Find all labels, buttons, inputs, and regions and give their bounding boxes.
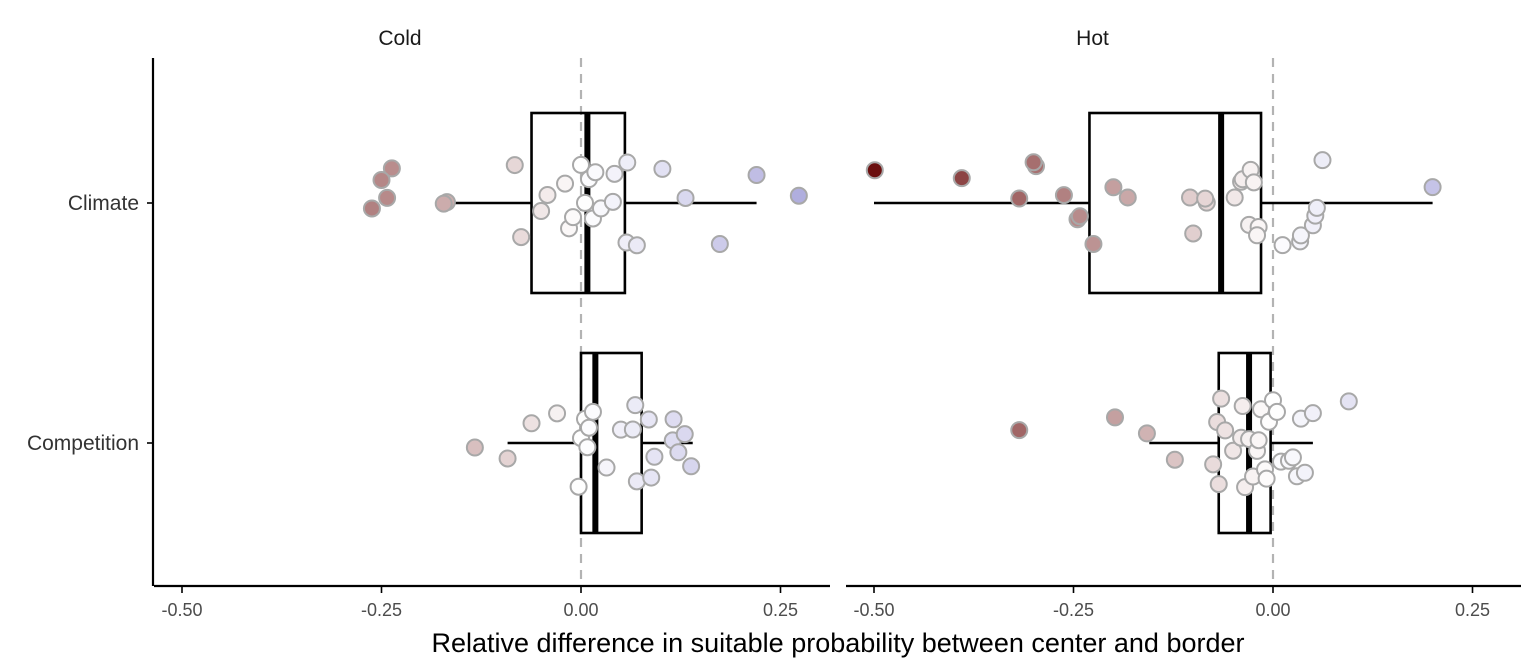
point-cold-climate-23 [627,236,646,255]
point-hot-climate-15 [1225,188,1244,207]
point-hot-competition-8 [1216,421,1235,440]
x-tick-label-hot-1: -0.25 [1053,600,1094,620]
point-cold-competition-20 [675,425,694,444]
point-cold-competition-21 [682,457,701,476]
point-cold-climate-21 [618,153,637,172]
point-cold-climate-25 [676,188,695,207]
point-hot-climate-2 [1010,189,1029,208]
point-cold-climate-27 [747,166,766,185]
point-cold-climate-9 [538,185,557,204]
point-hot-competition-9 [1224,441,1243,460]
point-cold-competition-22 [645,447,664,466]
point-cold-climate-1 [362,199,381,218]
x-tick-label-hot-2: 0.00 [1255,600,1290,620]
point-cold-competition-2 [522,414,541,433]
facet-title-cold: Cold [378,27,421,50]
point-hot-climate-30 [1423,178,1442,197]
point-hot-climate-20 [1244,173,1263,192]
point-hot-competition-22 [1267,402,1286,421]
point-hot-competition-29 [1303,404,1322,423]
x-axis-title: Relative difference in suitable probabil… [431,628,1244,658]
point-hot-climate-5 [1054,186,1073,205]
point-cold-climate-10 [556,174,575,193]
point-hot-climate-13 [1184,224,1203,243]
point-hot-competition-4 [1204,455,1223,474]
point-hot-competition-6 [1209,475,1228,494]
point-cold-competition-7 [578,438,597,457]
point-cold-climate-20 [605,164,624,183]
point-cold-competition-1 [498,449,517,468]
point-cold-climate-6 [505,156,524,175]
point-cold-climate-12 [564,208,583,227]
point-hot-climate-12 [1181,188,1200,207]
y-tick-label-competition: Competition [27,432,139,455]
box-hot-competition [1217,351,1272,535]
point-cold-climate-3 [372,170,391,189]
point-hot-climate-25 [1291,226,1310,245]
x-tick-label-cold-1: -0.25 [361,600,402,620]
point-cold-climate-4 [378,188,397,207]
point-cold-climate-5 [434,194,453,213]
point-hot-climate-14 [1196,189,1215,208]
point-cold-competition-4 [569,477,588,496]
point-cold-climate-14 [575,193,594,212]
point-hot-competition-16 [1249,431,1268,450]
point-hot-climate-7 [1070,207,1089,226]
point-hot-competition-11 [1233,397,1252,416]
box-cold-climate [530,111,627,295]
x-tick-label-cold-0: -0.50 [161,600,202,620]
point-hot-competition-28 [1295,463,1314,482]
point-cold-competition-12 [623,420,642,439]
facet-title-hot: Hot [1076,27,1109,50]
point-cold-climate-2 [382,159,401,178]
point-cold-climate-8 [532,202,551,221]
point-hot-climate-23 [1273,236,1292,255]
point-hot-competition-30 [1339,392,1358,411]
point-hot-competition-3 [1165,450,1184,469]
point-hot-competition-19 [1257,469,1276,488]
point-hot-climate-8 [1084,234,1103,253]
point-cold-climate-28 [789,186,808,205]
point-hot-competition-1 [1105,408,1124,427]
point-cold-competition-18 [664,410,683,429]
point-cold-competition-9 [583,402,602,421]
x-tick-label-hot-0: -0.50 [853,600,894,620]
point-cold-competition-19 [669,443,688,462]
point-cold-climate-19 [603,192,622,211]
point-hot-competition-7 [1212,389,1231,408]
point-hot-climate-28 [1307,198,1326,217]
x-tick-label-cold-2: 0.00 [563,600,598,620]
point-cold-climate-26 [710,235,729,254]
point-cold-climate-7 [512,228,531,247]
point-hot-competition-2 [1137,424,1156,443]
point-hot-climate-10 [1118,188,1137,207]
point-hot-climate-29 [1313,151,1332,170]
point-cold-competition-13 [626,396,645,415]
point-hot-climate-0 [865,161,884,180]
point-hot-climate-4 [1024,153,1043,172]
x-tick-label-cold-3: 0.25 [763,600,798,620]
point-hot-competition-0 [1010,421,1029,440]
point-cold-competition-8 [579,418,598,437]
point-cold-competition-15 [639,410,658,429]
point-cold-climate-13 [572,155,590,174]
y-tick-label-climate: Climate [68,192,139,215]
x-tick-label-hot-3: 0.25 [1455,600,1490,620]
point-cold-climate-24 [653,159,672,178]
point-cold-competition-0 [465,438,484,457]
point-cold-competition-16 [642,468,661,487]
point-cold-competition-3 [548,404,567,423]
point-hot-climate-22 [1248,226,1267,245]
box-hot-climate [1088,111,1263,295]
point-hot-climate-1 [952,169,971,188]
point-hot-climate-9 [1104,178,1123,197]
point-cold-competition-10 [597,458,616,477]
point-cold-climate-17 [586,163,605,182]
point-hot-competition-25 [1283,448,1302,467]
